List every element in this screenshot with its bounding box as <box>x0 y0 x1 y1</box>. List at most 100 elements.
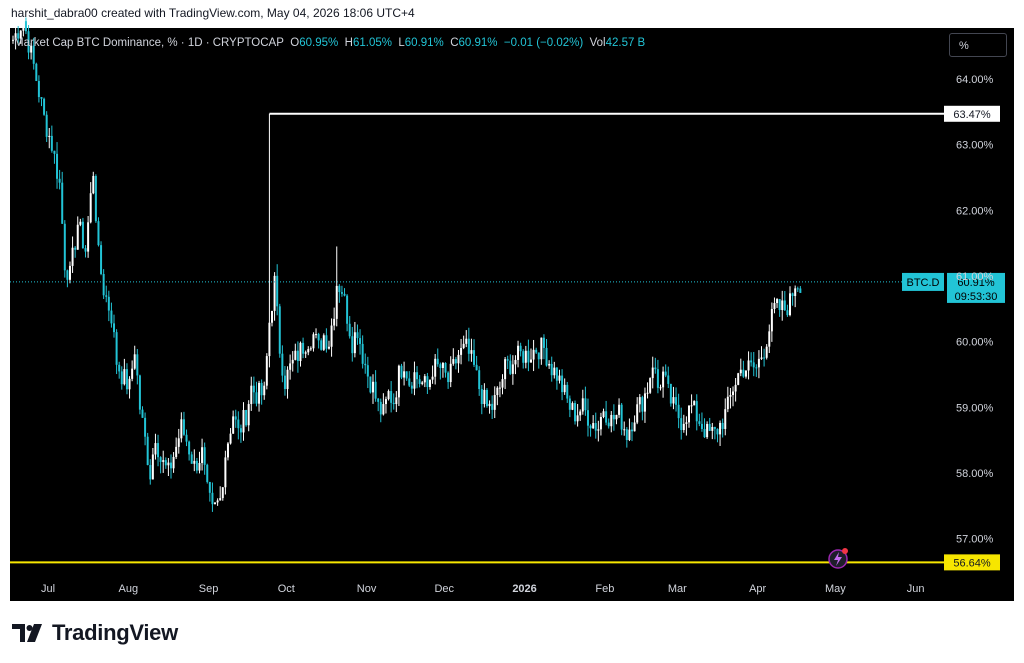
candle-body <box>172 456 175 469</box>
candle-body <box>592 423 595 429</box>
legend-open: 60.95% <box>299 37 339 49</box>
candle-body <box>89 193 92 223</box>
candle-body <box>369 376 372 393</box>
candle-body <box>781 300 784 311</box>
candle-body <box>540 337 543 360</box>
symbol-label: BTC.D <box>907 277 940 289</box>
candle-body <box>263 385 266 396</box>
candle-body <box>514 359 517 365</box>
candle-body <box>271 310 273 323</box>
candle-body <box>620 404 623 430</box>
candle-body <box>338 285 341 293</box>
candle-body <box>504 359 507 380</box>
percent-scale-button[interactable]: % <box>949 33 1007 57</box>
candle-body <box>607 422 610 427</box>
candle-body <box>641 397 644 412</box>
candle-body <box>796 288 799 290</box>
candle-body <box>250 385 253 405</box>
candle-body <box>778 299 781 311</box>
candle-body <box>574 403 577 422</box>
candle-body <box>252 385 255 393</box>
candle-body <box>418 379 421 384</box>
candle-body <box>27 31 30 53</box>
candle-body <box>175 446 178 457</box>
x-tick-label: Jul <box>41 583 55 595</box>
candle-body <box>669 383 672 404</box>
candle-body <box>348 323 351 337</box>
candle-body <box>421 382 424 384</box>
candle-body <box>732 391 735 396</box>
candle-body <box>115 332 118 365</box>
candle-body <box>61 182 64 224</box>
legend-high: 61.05% <box>352 37 392 49</box>
candle-body <box>566 384 569 399</box>
candle-body <box>322 335 325 350</box>
candle-body <box>32 45 35 64</box>
candle-body <box>56 153 59 179</box>
candle-body <box>136 354 139 376</box>
candle-body <box>247 404 250 426</box>
candle-body <box>563 384 566 393</box>
candle-body <box>768 331 771 347</box>
candle-body <box>177 438 180 447</box>
lightning-icon <box>834 552 842 566</box>
candle-body <box>498 387 501 389</box>
candle-body <box>447 372 450 383</box>
legend-symbol: Market Cap BTC Dominance, % · 1D · CRYPT… <box>14 37 284 49</box>
candle-body <box>76 224 79 250</box>
candle-body <box>594 423 597 431</box>
tradingview-logo-icon <box>12 624 42 642</box>
y-tick-label: 58.00% <box>956 468 994 480</box>
candle-body <box>405 371 408 379</box>
candle-body <box>628 429 631 441</box>
candle-body <box>169 462 172 469</box>
candle-body <box>317 334 320 341</box>
candle-body <box>519 345 522 352</box>
candle-body <box>30 45 33 53</box>
legend-close: 60.91% <box>458 37 498 49</box>
candle-body <box>133 354 136 369</box>
chart-panel[interactable] <box>10 28 1014 601</box>
candle-body <box>726 396 729 410</box>
candle-body <box>716 428 719 435</box>
candle-body <box>237 419 240 429</box>
tradingview-logo[interactable]: TradingView <box>12 620 178 646</box>
candle-body <box>299 342 302 362</box>
candle-body <box>335 285 338 319</box>
candle-body <box>113 323 116 333</box>
candle-body <box>428 379 431 388</box>
candle-body <box>107 296 110 311</box>
candle-body <box>783 300 786 311</box>
candle-body <box>283 375 286 390</box>
candle-body <box>568 398 571 410</box>
candle-body <box>786 310 789 316</box>
tradingview-wordmark: TradingView <box>52 620 178 645</box>
candle-body <box>180 419 183 439</box>
candle-body <box>509 360 512 374</box>
candle-body <box>475 364 478 371</box>
candle-body <box>496 387 499 396</box>
candle-body <box>312 334 315 349</box>
candle-body <box>198 463 201 471</box>
candle-body <box>493 395 496 410</box>
symbol-tag <box>902 272 944 291</box>
candle-body <box>325 335 328 349</box>
candle-body <box>162 460 165 462</box>
candle-body <box>100 245 103 274</box>
candle-body <box>123 369 126 385</box>
candle-body <box>382 404 385 415</box>
candle-body <box>708 423 711 431</box>
candle-body <box>397 365 400 398</box>
candle-body <box>770 308 773 332</box>
candle-body <box>550 363 553 376</box>
candle-body <box>387 391 390 400</box>
x-tick-label: Mar <box>668 583 687 595</box>
candle-body <box>581 398 584 412</box>
candle-body <box>144 417 147 437</box>
candle-body <box>491 403 494 410</box>
candle-body <box>146 436 149 465</box>
candle-body <box>203 447 206 465</box>
candle-body <box>685 422 688 424</box>
candle-body <box>659 387 662 389</box>
